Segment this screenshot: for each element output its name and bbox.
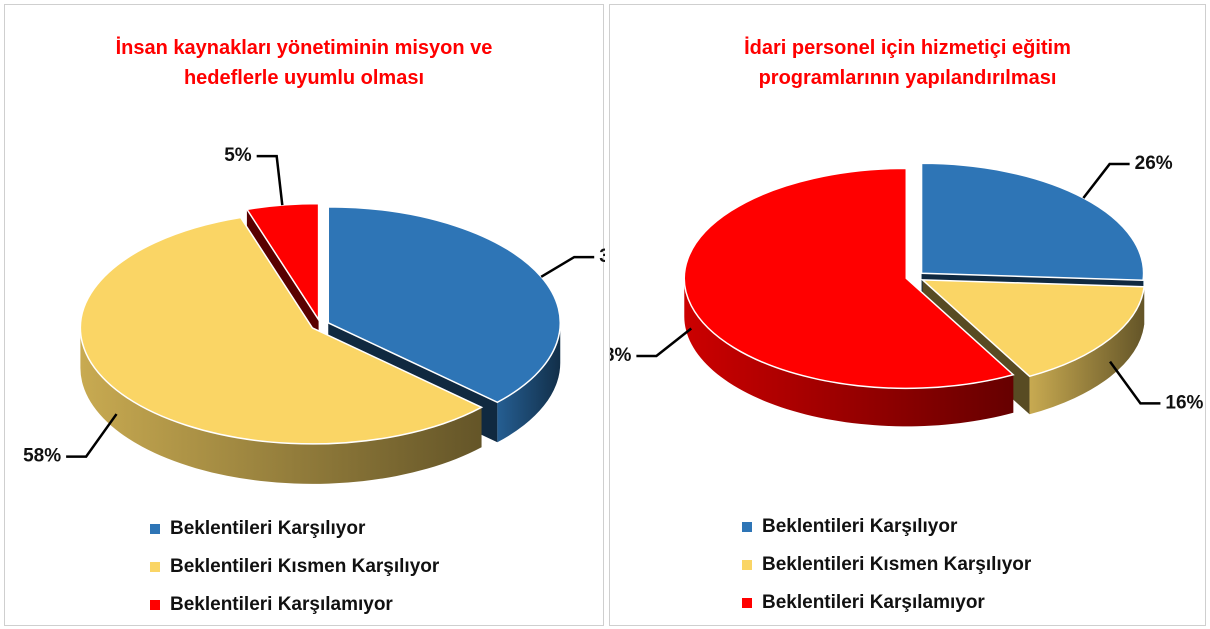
- slice: [920, 279, 1146, 378]
- chart-panel: İnsan kaynakları yönetiminin misyon ve h…: [4, 4, 605, 626]
- slice-wall: [497, 322, 561, 443]
- pie-chart: 26% 16% 58%: [610, 153, 1204, 427]
- legend-swatch: [150, 562, 160, 572]
- pie-chart: 37% 58% 5%: [23, 145, 605, 484]
- leader-line: [540, 255, 595, 278]
- chart-title: İdari personel için hizmetiçi eğitim pro…: [744, 37, 1071, 89]
- legend-item: Beklentileri Karşılamıyor: [742, 584, 1031, 622]
- data-label: 58%: [23, 446, 61, 467]
- slice-wall: [1029, 286, 1145, 415]
- legend: Beklentileri Karşılıyor Beklentileri Kısm…: [150, 510, 439, 624]
- data-label: 16%: [1165, 392, 1203, 413]
- slice: [327, 206, 562, 404]
- legend-swatch: [742, 560, 752, 570]
- legend-item: Beklentileri Karşılamıyor: [150, 586, 439, 624]
- chart-title: İnsan kaynakları yönetiminin misyon ve h…: [115, 37, 493, 89]
- legend-label: Beklentileri Karşılıyor: [762, 516, 958, 537]
- leader-line: [636, 327, 693, 358]
- leader-line: [66, 413, 118, 458]
- data-label: 58%: [610, 345, 631, 366]
- slice: [920, 162, 1145, 281]
- data-label: 37%: [599, 246, 605, 267]
- slice: [79, 216, 484, 445]
- data-label: 5%: [224, 145, 252, 166]
- legend-swatch: [150, 600, 160, 610]
- legend-swatch: [150, 524, 160, 534]
- slice-wall: [80, 327, 482, 484]
- leader-line: [256, 154, 284, 206]
- leader-line: [1082, 162, 1130, 199]
- legend-item: Beklentileri Kısmen Karşılıyor: [742, 546, 1031, 584]
- data-label: 26%: [1135, 153, 1173, 174]
- chart-panel: İdari personel için hizmetiçi eğitim pro…: [609, 4, 1206, 626]
- legend-swatch: [742, 522, 752, 532]
- legend-label: Beklentileri Karşılamıyor: [762, 592, 985, 613]
- legend-item: Beklentileri Karşılıyor: [742, 508, 1031, 546]
- legend: Beklentileri Karşılıyor Beklentileri Kısm…: [742, 508, 1031, 622]
- legend-label: Beklentileri Kısmen Karşılıyor: [170, 556, 440, 577]
- legend-label: Beklentileri Kısmen Karşılıyor: [762, 554, 1032, 575]
- legend-item: Beklentileri Karşılıyor: [150, 510, 439, 548]
- legend-item: Beklentileri Kısmen Karşılıyor: [150, 548, 439, 586]
- legend-label: Beklentileri Karşılıyor: [170, 518, 366, 539]
- slice: [683, 167, 1015, 390]
- legend-swatch: [742, 598, 752, 608]
- leader-line: [1109, 360, 1161, 405]
- legend-label: Beklentileri Karşılamıyor: [170, 594, 393, 615]
- slice-wall: [684, 278, 1014, 427]
